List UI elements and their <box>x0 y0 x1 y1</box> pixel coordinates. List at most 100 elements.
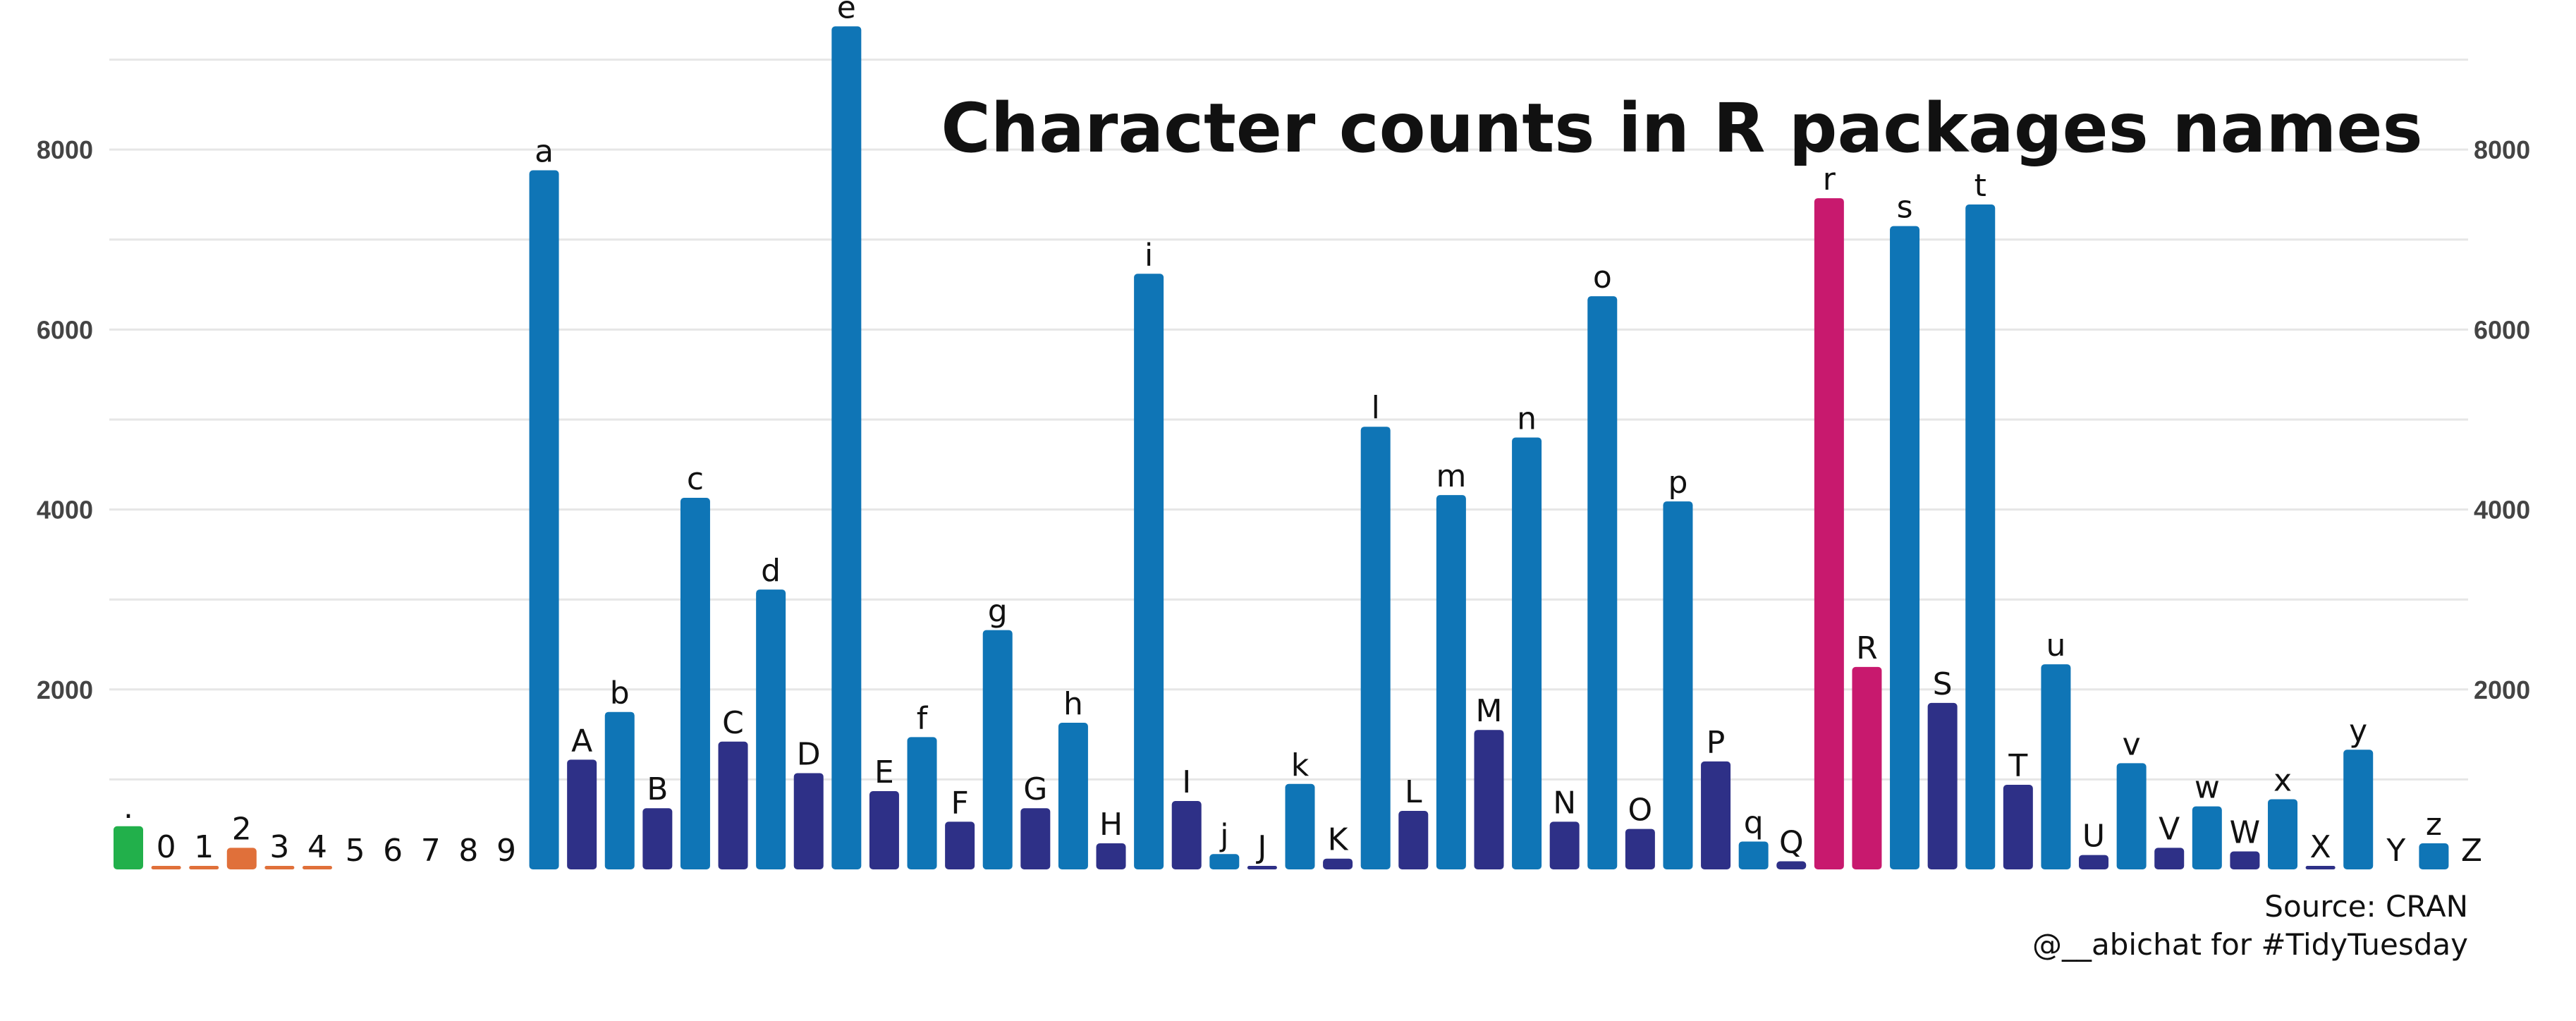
bar-label: A <box>571 723 592 759</box>
bar-label: R <box>1856 630 1878 666</box>
caption-credit: @__abichat for #TidyTuesday <box>2032 927 2468 962</box>
bar-label: U <box>2082 819 2105 855</box>
bar-label: 6 <box>383 833 403 869</box>
bar-Q <box>1776 861 1807 869</box>
y-tick-label-left: 2000 <box>37 675 93 704</box>
bar-label: l <box>1372 390 1380 426</box>
bar-label: W <box>2230 814 2261 850</box>
bar-label: 5 <box>346 833 365 869</box>
bar-label: b <box>610 675 630 711</box>
bar-label: 2 <box>232 811 252 847</box>
bar-label: k <box>1291 747 1310 783</box>
bar-t <box>1965 204 1996 869</box>
bar-label: 3 <box>269 829 289 865</box>
bar-label: Q <box>1779 825 1804 861</box>
bar-label: y <box>2349 713 2367 749</box>
y-tick-label-right: 4000 <box>2474 496 2530 525</box>
bar-label: L <box>1405 774 1422 810</box>
bar-n <box>1512 437 1542 869</box>
bar-label: D <box>797 736 821 772</box>
y-axis-right: 2000 4000 6000 8000 <box>2474 135 2530 704</box>
bar-O <box>1625 829 1655 869</box>
bar-H <box>1096 843 1126 869</box>
bar-c <box>680 497 710 869</box>
bar-label: m <box>1436 458 1466 494</box>
bar-4 <box>302 866 332 869</box>
bar-R <box>1852 666 1882 869</box>
bar-h <box>1058 723 1088 869</box>
bar-E <box>869 790 899 869</box>
bar-label: t <box>1974 168 1986 204</box>
bar-A <box>567 759 597 869</box>
bar-C <box>718 741 748 869</box>
bar-f <box>907 737 937 869</box>
bar-label: X <box>2310 829 2331 865</box>
bar-U <box>2079 855 2109 869</box>
bar-a <box>529 170 559 869</box>
bar-p <box>1663 501 1693 869</box>
bar-L <box>1398 811 1429 869</box>
bar-m <box>1436 495 1466 869</box>
bar-V <box>2154 848 2185 869</box>
bar-label: 8 <box>458 833 478 869</box>
y-tick-label-right: 6000 <box>2474 315 2530 344</box>
bar-s <box>1890 226 1920 869</box>
bar-label: J <box>1255 829 1266 865</box>
bar-label: v <box>2123 726 2141 762</box>
y-tick-label-left: 4000 <box>37 496 93 525</box>
chart-title: Character counts in R packages names <box>941 89 2422 168</box>
bar-d <box>756 589 786 869</box>
bar-label: . <box>123 790 133 826</box>
bar-label: P <box>1707 725 1726 761</box>
bar-label: I <box>1182 764 1191 800</box>
y-tick-label-right: 8000 <box>2474 135 2530 164</box>
gridlines <box>109 59 2468 781</box>
bar-label: C <box>722 705 744 741</box>
bar-v <box>2116 763 2147 869</box>
bar-G <box>1020 808 1051 869</box>
bar-i <box>1134 274 1164 870</box>
bar-label: p <box>1668 465 1687 501</box>
bar-label: G <box>1023 771 1047 807</box>
bar-r <box>1814 198 1844 870</box>
bar-label: B <box>647 771 668 807</box>
bar-g <box>982 630 1013 869</box>
bar-label: q <box>1744 805 1764 840</box>
bar-T <box>2003 785 2033 869</box>
bar-label: c <box>687 461 704 497</box>
bar-label: 4 <box>307 829 327 865</box>
y-axis-left: 2000 4000 6000 8000 <box>37 135 93 704</box>
bar-0 <box>151 866 181 869</box>
bar-label: K <box>1328 822 1349 858</box>
bar-N <box>1549 821 1580 869</box>
bar-label: S <box>1933 666 1953 702</box>
bar-label: O <box>1628 793 1653 829</box>
bar-label: x <box>2273 762 2292 798</box>
bar-b <box>604 711 635 869</box>
bar-w <box>2192 806 2222 869</box>
bar-label: M <box>1475 693 1502 729</box>
bar-F <box>945 821 975 869</box>
bar-label: F <box>951 785 968 821</box>
bar-label: u <box>2046 628 2065 664</box>
bar-u <box>2041 664 2071 869</box>
bar-label: 9 <box>496 833 516 869</box>
bar-label: a <box>535 134 554 170</box>
bar-label: 1 <box>194 829 214 865</box>
bar-labels: . 0 123 4 5 6 7 8 9 a Ab Bc Cd De Ef Fg Gh Hi Ij Jk Kl Lm Mn No… <box>123 0 2482 869</box>
bar-label: s <box>1897 190 1913 226</box>
bar-label: e <box>837 0 856 25</box>
bar-e <box>831 26 862 869</box>
bar-P <box>1701 761 1731 869</box>
bar-label: N <box>1553 785 1576 821</box>
bar-label: d <box>761 553 781 589</box>
bar-x <box>2268 799 2298 869</box>
bar-l <box>1360 427 1391 869</box>
bar-X <box>2305 866 2336 869</box>
bar-y <box>2343 750 2374 869</box>
caption-source: Source: CRAN <box>2264 889 2468 924</box>
bar-label: 7 <box>421 833 441 869</box>
bar-. <box>114 826 143 869</box>
bar-label: H <box>1099 807 1123 843</box>
